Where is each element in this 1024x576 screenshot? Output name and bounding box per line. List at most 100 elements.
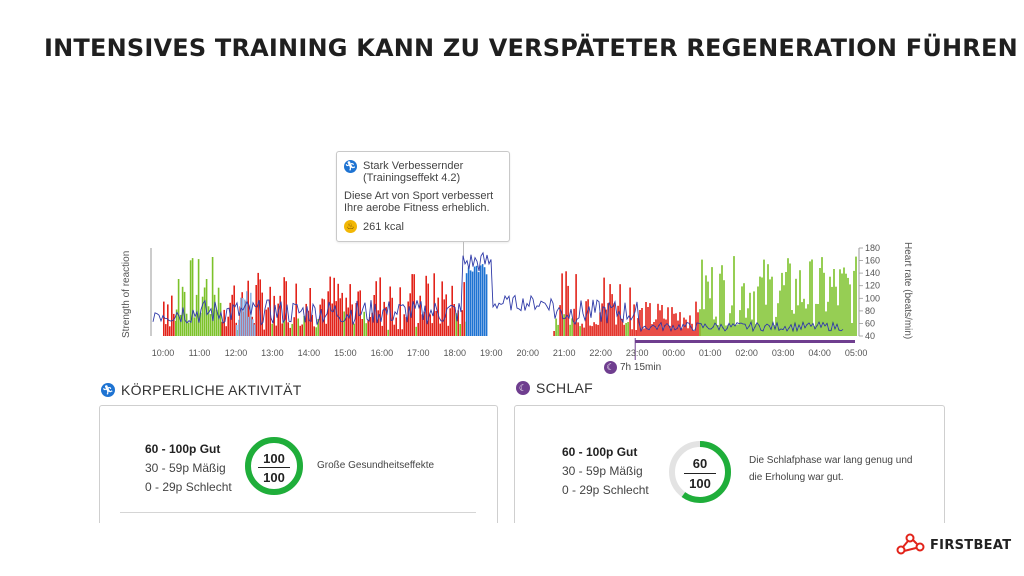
- bar-stress: [359, 290, 361, 336]
- x-tick-label: 14:00: [298, 348, 321, 358]
- bar-stress: [283, 277, 285, 336]
- bar-stress: [227, 316, 229, 336]
- bar-recovery: [703, 309, 705, 336]
- bar-stress-low: [675, 313, 677, 336]
- sleep-duration: 7h 15min: [620, 362, 662, 373]
- bar-recovery: [805, 308, 807, 336]
- bar-stress: [425, 275, 427, 336]
- bar-recovery: [215, 309, 218, 336]
- bar-recovery: [849, 284, 851, 336]
- bar-stress: [293, 317, 295, 336]
- activity-heading-label: KÖRPERLICHE AKTIVITÄT: [121, 382, 302, 398]
- bar-stress: [247, 280, 249, 336]
- bar-recovery: [707, 281, 709, 336]
- activity-score-ring: [245, 437, 303, 495]
- bar-stress: [445, 294, 447, 336]
- slide-title: INTENSIVES TRAINING KANN ZU VERSPÄTETER …: [44, 34, 1018, 62]
- legend-moderate: 30 - 59p Mäßig: [145, 461, 226, 475]
- bar-stress: [399, 287, 401, 336]
- bar-recovery: [719, 273, 721, 336]
- sleep-heading-label: SCHLAF: [536, 380, 594, 396]
- bar-recovery: [199, 312, 202, 336]
- bar-stress: [303, 315, 305, 336]
- hr-tick-label: 80: [865, 306, 875, 316]
- legend-good: 60 - 100p Gut: [145, 442, 221, 456]
- legend-poor: 0 - 29p Schlecht: [145, 480, 232, 494]
- bar-recovery: [725, 325, 727, 336]
- bar-exercise: [481, 264, 484, 336]
- tooltip-kcal: 261 kcal: [363, 221, 404, 233]
- flame-icon: ♨: [344, 220, 357, 233]
- bar-stress-low: [695, 301, 697, 336]
- bar-stress: [231, 294, 233, 336]
- card-divider: [120, 512, 476, 513]
- bar-stress-low: [679, 312, 681, 336]
- sleep-score-divider: [684, 473, 716, 474]
- bar-recovery: [175, 309, 178, 336]
- bar-stress: [451, 285, 453, 336]
- bar-stress: [383, 301, 385, 336]
- bar-exercise-light: [252, 319, 254, 336]
- bar-recovery: [757, 286, 759, 336]
- bar-stress: [371, 312, 373, 336]
- bar-stress: [585, 301, 587, 336]
- training-tooltip: 🏃︎ Stark Verbessernder (Trainingseffekt …: [336, 151, 510, 242]
- bar-stress: [401, 329, 403, 336]
- bar-stress: [295, 283, 297, 336]
- bar-recovery: [807, 304, 809, 336]
- bar-recovery: [813, 325, 815, 336]
- bar-exercise: [467, 267, 470, 336]
- x-tick-label: 19:00: [480, 348, 503, 358]
- bar-stress: [555, 318, 557, 336]
- bar-stress: [367, 320, 369, 336]
- bar-exercise: [473, 266, 476, 336]
- bar-exercise-light: [240, 297, 242, 336]
- x-tick-label: 20:00: [517, 348, 540, 358]
- bar-recovery: [197, 259, 200, 336]
- bar-stress: [261, 292, 263, 336]
- bar-stress-low: [639, 310, 641, 336]
- bar-stress: [595, 324, 597, 336]
- bar-recovery: [207, 306, 210, 336]
- bar-stress: [331, 303, 333, 336]
- hr-tick-label: 40: [865, 331, 875, 341]
- bar-recovery: [185, 313, 188, 336]
- bar-recovery: [203, 287, 206, 336]
- bar-recovery: [733, 256, 735, 336]
- activity-heading: 🏃︎ KÖRPERLICHE AKTIVITÄT: [101, 382, 302, 398]
- bar-recovery: [787, 258, 789, 336]
- bar-stress: [265, 309, 267, 336]
- hr-tick-label: 140: [865, 268, 880, 278]
- bar-stress: [311, 314, 313, 336]
- bar-stress: [281, 323, 283, 336]
- bar-stress: [365, 323, 367, 336]
- bar-stress: [291, 323, 293, 336]
- bar-stress: [417, 323, 419, 336]
- bar-stress: [575, 274, 577, 336]
- activity-note: Große Gesundheitseffekte: [317, 460, 435, 471]
- bar-recovery: [177, 279, 180, 336]
- bar-recovery: [741, 286, 743, 336]
- bar-stress: [225, 326, 227, 336]
- bar-recovery: [753, 291, 755, 336]
- bar-recovery: [815, 303, 817, 336]
- bar-stress: [593, 322, 595, 336]
- bar-stress: [563, 314, 565, 336]
- bar-stress: [309, 288, 311, 336]
- bar-recovery: [801, 302, 803, 336]
- bar-stress-low: [661, 305, 663, 336]
- bar-recovery: [827, 301, 829, 336]
- bar-stress: [325, 323, 327, 336]
- bar-stress: [429, 314, 431, 336]
- bar-recovery: [711, 267, 713, 336]
- bar-recovery: [195, 294, 198, 336]
- bar-stress-low: [653, 322, 655, 336]
- bar-stress: [385, 306, 387, 336]
- bar-stress: [625, 323, 627, 336]
- hr-tick-label: 120: [865, 281, 880, 291]
- bar-stress: [165, 324, 167, 336]
- bar-stress: [287, 322, 289, 336]
- x-tick-label: 16:00: [371, 348, 394, 358]
- legend-poor: 0 - 29p Schlecht: [562, 483, 649, 497]
- hrv-chart-svg: 180 160 140 120 100 80 60 40 10:00 11:00 12:00 13:0…: [150, 243, 880, 360]
